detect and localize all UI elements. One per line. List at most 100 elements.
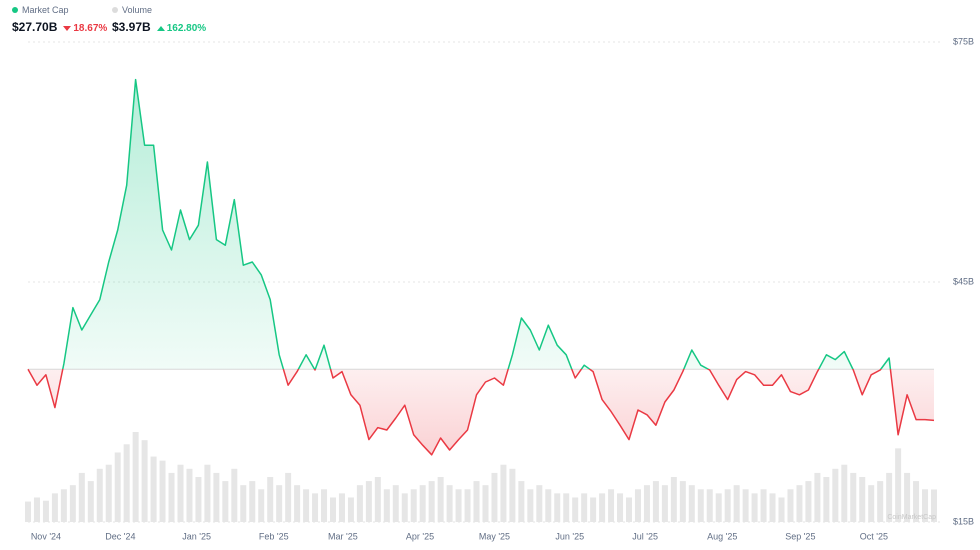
volume-bar	[473, 481, 480, 522]
change-arrow	[63, 26, 72, 31]
volume-bar	[87, 481, 94, 522]
change-text: 162.80%	[166, 23, 207, 34]
summary-row: $3.97B 162.80%	[112, 20, 222, 34]
volume-bar	[114, 452, 121, 522]
volume-bar	[482, 485, 489, 522]
summary-change: 162.80%	[156, 23, 207, 34]
volume-bar	[374, 477, 381, 522]
volume-bar	[590, 497, 597, 522]
volume-bar	[886, 472, 893, 522]
volume-bar	[419, 485, 426, 522]
volume-bar	[69, 485, 76, 522]
volume-bar	[383, 489, 390, 522]
volume-bar	[769, 493, 776, 522]
summary-value: $3.97B	[112, 20, 151, 34]
summary: Volume $3.97B 162.80%	[112, 4, 222, 34]
volume-bar	[321, 489, 328, 522]
volume-bar	[733, 485, 740, 522]
volume-bar	[706, 489, 713, 522]
volume-bar	[787, 489, 794, 522]
volume-bar	[123, 444, 130, 522]
volume-bar	[401, 493, 408, 522]
volume-bar	[931, 489, 937, 522]
volume-bar	[204, 464, 211, 522]
x-tick-label: Aug '25	[707, 531, 737, 541]
x-tick-label: Jun '25	[555, 531, 584, 541]
legend-item: Market Cap	[12, 4, 122, 16]
volume-bar	[392, 485, 399, 522]
volume-bar	[437, 477, 444, 522]
volume-bar	[258, 489, 265, 522]
volume-bar	[150, 456, 157, 522]
volume-bar	[751, 493, 758, 522]
volume-bar	[195, 477, 202, 522]
volume-bar	[96, 468, 103, 522]
volume-bar	[877, 481, 884, 522]
volume-bar	[778, 497, 785, 522]
y-tick-label: $15B	[953, 516, 974, 526]
volume-bar	[428, 481, 435, 522]
volume-bar	[608, 489, 615, 522]
volume-bar	[679, 481, 686, 522]
volume-bar	[652, 481, 659, 522]
x-tick-label: Mar '25	[328, 531, 358, 541]
volume-bar	[60, 489, 67, 522]
change-arrow	[156, 26, 165, 31]
volume-bar	[760, 489, 767, 522]
volume-bar	[347, 497, 354, 522]
area	[28, 79, 934, 455]
change-text: 18.67%	[73, 23, 108, 34]
volume-bar	[814, 472, 821, 522]
volume-bar	[895, 448, 902, 522]
volume-bar	[626, 497, 633, 522]
x-tick-label: Dec '24	[105, 531, 135, 541]
volume-bar	[168, 472, 175, 522]
volume-bar	[697, 489, 704, 522]
volume-bar	[527, 489, 534, 522]
volume-bar	[276, 485, 283, 522]
volume-bar	[141, 440, 148, 522]
volume-bar	[78, 472, 85, 522]
volume-bar	[42, 500, 49, 522]
volume-bar	[868, 485, 875, 522]
volume-bar	[356, 485, 363, 522]
volume-bar	[823, 477, 830, 522]
volume-bar	[805, 481, 812, 522]
volume-bar	[661, 485, 668, 522]
x-tick-label: Nov '24	[31, 531, 61, 541]
volume-bar	[365, 481, 372, 522]
watermark: CoinMarketCap	[887, 514, 936, 521]
volume-bar	[509, 468, 516, 522]
volume-bar	[536, 485, 543, 522]
legend-dot	[12, 7, 18, 13]
volume-bar	[222, 481, 229, 522]
volume-bar	[294, 485, 301, 522]
volume-bar	[634, 489, 641, 522]
y-tick-label: $75B	[953, 36, 974, 46]
volume-bar	[859, 477, 866, 522]
volume-bar	[904, 472, 911, 522]
volume-bar	[554, 493, 561, 522]
volume-bar	[132, 432, 139, 522]
x-tick-label: Sep '25	[785, 531, 815, 541]
volume-bar	[285, 472, 292, 522]
volume-bar	[850, 472, 857, 522]
volume-bar	[267, 477, 274, 522]
legend-label: Volume	[122, 5, 153, 15]
legend-item: Volume	[112, 4, 222, 16]
volume-bar	[500, 464, 507, 522]
volume-bar	[913, 481, 920, 522]
volume-bar	[599, 493, 606, 522]
legend-label: Market Cap	[22, 5, 69, 15]
volume-bar	[670, 477, 677, 522]
volume-bar	[51, 493, 58, 522]
volume-bar	[25, 501, 31, 522]
x-tick-label: May '25	[479, 531, 510, 541]
volume-bar	[338, 493, 345, 522]
x-tick-label: Oct '25	[860, 531, 888, 541]
summary-row: $27.70B 18.67%	[12, 20, 122, 34]
x-tick-label: Jul '25	[632, 531, 658, 541]
volume-bar	[410, 489, 417, 522]
volume-bar	[455, 489, 462, 522]
